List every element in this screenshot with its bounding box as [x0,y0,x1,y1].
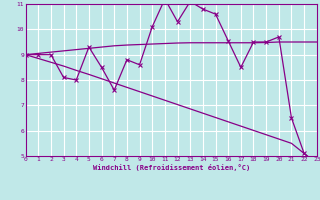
X-axis label: Windchill (Refroidissement éolien,°C): Windchill (Refroidissement éolien,°C) [92,164,250,171]
